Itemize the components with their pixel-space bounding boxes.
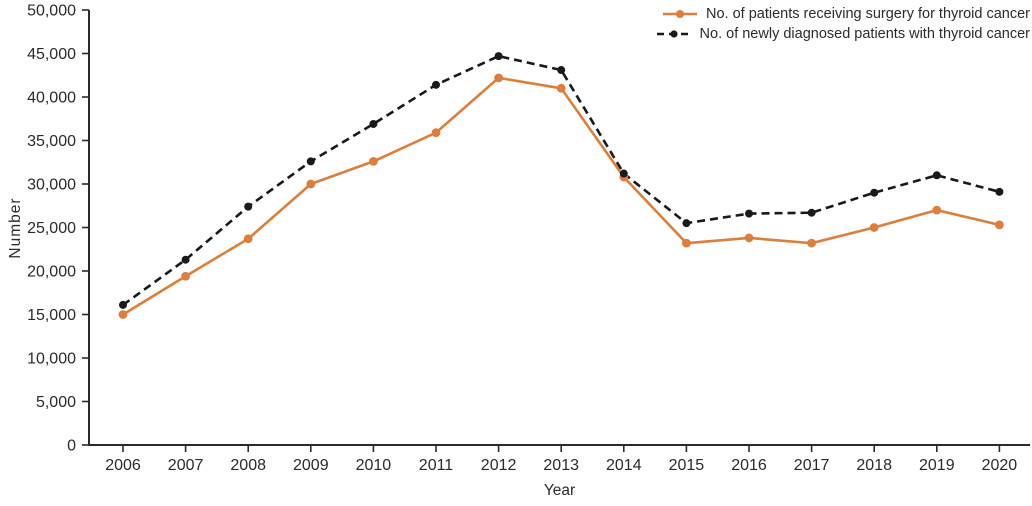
y-axis-title: Number <box>7 197 24 259</box>
diagnosed-data-point <box>619 169 628 178</box>
y-tick-label: 30,000 <box>27 177 76 194</box>
x-tick-label: 2018 <box>856 457 892 474</box>
diagnosed-data-point <box>432 80 440 89</box>
x-tick-label: 2011 <box>419 457 454 474</box>
x-axis-title: Year <box>543 482 576 499</box>
surgery-data-point <box>118 310 128 319</box>
diagnosed-data-point <box>181 255 190 264</box>
x-tick-label: 2008 <box>230 457 266 474</box>
diagnosed-data-point <box>870 188 879 197</box>
surgery-data-point <box>869 223 879 232</box>
y-tick-label: 45,000 <box>27 46 76 63</box>
y-tick-label: 35,000 <box>27 133 76 150</box>
x-tick-label: 2014 <box>606 457 642 474</box>
surgery-data-point <box>431 128 441 138</box>
surgery-data-point <box>494 73 503 83</box>
x-tick-label: 2017 <box>794 457 830 474</box>
diagnosed-data-point <box>369 119 378 128</box>
y-tick-label: 15,000 <box>27 307 76 324</box>
legend-item-diagnosed: No. of newly diagnosed patients with thy… <box>656 26 1030 42</box>
surgery-data-point <box>369 156 378 166</box>
surgery-data-point <box>306 179 316 189</box>
black-dashed-line-marker-icon <box>656 30 691 38</box>
surgery-data-point <box>556 83 566 93</box>
x-tick-label: 2019 <box>919 457 955 474</box>
x-tick-label: 2020 <box>982 457 1018 474</box>
diagnosed-data-point <box>745 209 753 218</box>
surgery-data-point <box>682 238 691 248</box>
surgery-data-point <box>181 271 191 281</box>
x-tick-label: 2009 <box>293 457 329 474</box>
legend-label-surgery: No. of patients receiving surgery for th… <box>706 6 1030 22</box>
surgery-data-point <box>995 220 1004 230</box>
surgery-data-point <box>744 233 754 243</box>
diagnosed-data-point <box>494 52 503 61</box>
y-tick-label: 20,000 <box>27 264 76 281</box>
diagnosed-data-point <box>306 157 315 166</box>
surgery-data-point <box>932 205 942 215</box>
surgery-data-point <box>243 234 253 244</box>
legend-label-diagnosed: No. of newly diagnosed patients with thy… <box>699 26 1030 42</box>
y-tick-label: 5,000 <box>36 394 76 411</box>
legend-item-surgery: No. of patients receiving surgery for th… <box>656 6 1030 22</box>
diagnosed-data-point <box>119 300 127 309</box>
diagnosed-data-point <box>995 187 1004 196</box>
x-tick-label: 2016 <box>731 457 767 474</box>
x-tick-label: 2006 <box>105 457 141 474</box>
diagnosed-data-point <box>682 219 691 228</box>
legend: No. of patients receiving surgery for th… <box>656 6 1030 42</box>
y-tick-label: 0 <box>67 438 76 455</box>
x-tick-label: 2013 <box>543 457 579 474</box>
y-tick-label: 25,000 <box>27 220 76 237</box>
diagnosed-data-point <box>807 208 816 217</box>
x-tick-label: 2010 <box>356 457 392 474</box>
surgery-line <box>122 76 1000 316</box>
diagnosed-data-point <box>244 202 253 211</box>
x-tick-label: 2015 <box>669 457 705 474</box>
diagnosed-line <box>122 54 1000 306</box>
diagnosed-data-point <box>557 66 566 75</box>
diagnosed-data-point <box>932 171 941 180</box>
y-tick-label: 40,000 <box>27 90 76 107</box>
y-tick-label: 10,000 <box>27 351 76 368</box>
x-tick-label: 2012 <box>481 457 517 474</box>
y-tick-label: 50,000 <box>27 3 76 20</box>
orange-solid-line-marker-icon <box>663 10 698 18</box>
x-tick-label: 2007 <box>168 457 204 474</box>
surgery-data-point <box>807 238 816 248</box>
